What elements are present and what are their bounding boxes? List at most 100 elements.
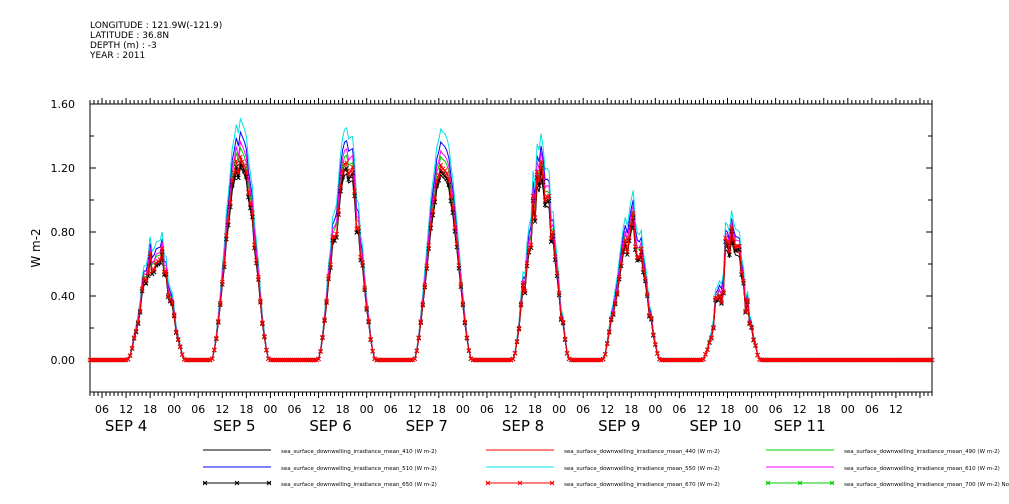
depth-label: DEPTH (m) : -3 (90, 41, 157, 51)
series-marker (564, 350, 570, 356)
series-marker (235, 175, 241, 181)
x-tick-label: 00 (360, 403, 374, 416)
series-marker (163, 269, 169, 274)
series-marker (624, 249, 630, 254)
legend-label: sea_surface_downwelling_irradiance_mean_… (844, 449, 1000, 455)
series-marker (434, 183, 440, 188)
x-tick-label: 12 (504, 403, 518, 416)
series-marker (628, 221, 634, 227)
x-tick-label: 00 (167, 403, 181, 416)
series-marker (450, 205, 456, 211)
series-marker (129, 345, 135, 351)
x-tick-label: 18 (143, 403, 157, 416)
x-tick-label: 00 (263, 403, 277, 416)
legend-label: sea_surface_downwelling_irradiance_mean_… (564, 466, 720, 472)
x-tick-label: 18 (624, 403, 638, 416)
x-tick-label: 12 (119, 403, 133, 416)
series-marker (652, 341, 658, 347)
series-marker (438, 162, 444, 168)
x-tick-label: 06 (480, 403, 494, 416)
legend-marker (797, 480, 803, 486)
x-tick-label: 06 (384, 403, 398, 416)
series-marker (536, 178, 542, 183)
series-marker (238, 154, 243, 160)
x-tick-label: 06 (95, 403, 109, 416)
x-tick-label: 00 (745, 403, 759, 416)
series-marker (316, 356, 321, 362)
metadata-block: LONGITUDE : 121.9W(-121.9) LATITUDE : 36… (90, 21, 222, 61)
series-marker (240, 159, 245, 164)
series-marker (616, 274, 622, 280)
series-marker (412, 356, 418, 362)
series-marker (179, 352, 185, 357)
date-label: SEP 5 (213, 417, 255, 435)
y-axis-label: W m-2 (29, 228, 43, 267)
series-marker (751, 337, 756, 342)
series-marker (233, 158, 239, 164)
series-marker (522, 288, 528, 294)
series-marker (550, 229, 556, 235)
series-marker (356, 225, 361, 230)
legend-label: sea_surface_downwelling_irradiance_mean_… (281, 482, 437, 488)
series-marker (258, 298, 263, 303)
series-marker (654, 350, 660, 356)
x-tick-label: 12 (600, 403, 614, 416)
series-marker (526, 246, 532, 252)
series-marker (217, 300, 223, 306)
series-marker (169, 299, 175, 305)
series-marker (460, 301, 466, 306)
series-marker (650, 332, 656, 338)
legend-marker (829, 480, 835, 486)
x-tick-label: 06 (672, 403, 686, 416)
date-label: SEP 10 (690, 417, 742, 435)
series-marker (642, 276, 648, 282)
legend-label: sea_surface_downwelling_irradiance_mean_… (564, 482, 720, 488)
series-line (90, 146, 932, 361)
series-marker (143, 278, 149, 284)
date-label: SEP 9 (598, 417, 640, 435)
series-marker (719, 299, 724, 305)
series-marker (929, 357, 935, 363)
series-marker (753, 342, 758, 348)
series-marker (137, 308, 143, 314)
series-marker (560, 319, 566, 325)
series-marker (711, 324, 716, 330)
series-marker (701, 356, 706, 362)
y-tick-label: 0.40 (51, 290, 76, 303)
series-marker (209, 356, 215, 362)
legend: sea_surface_downwelling_irradiance_mean_… (202, 449, 1009, 488)
series-marker (554, 271, 560, 276)
date-label: SEP 11 (774, 417, 826, 435)
legend-label: sea_surface_downwelling_irradiance_mean_… (281, 449, 437, 455)
series-marker (159, 245, 165, 251)
series-marker (446, 177, 452, 183)
series-marker (248, 201, 253, 206)
date-label: SEP 4 (105, 417, 147, 435)
series-marker (227, 199, 233, 205)
series-marker (548, 239, 554, 245)
series-marker (528, 242, 534, 248)
series-marker (454, 241, 460, 247)
series-marker (705, 347, 710, 352)
x-tick-label: 06 (576, 403, 590, 416)
series-marker (644, 291, 650, 297)
series-marker (600, 356, 606, 362)
series-marker (428, 222, 434, 227)
x-tick-label: 12 (312, 403, 326, 416)
series-marker (348, 168, 353, 174)
series-marker (725, 239, 730, 245)
series-marker (628, 225, 634, 230)
series-marker (608, 316, 614, 322)
series-marker (324, 298, 329, 304)
series-marker (235, 170, 241, 175)
series-marker (244, 174, 249, 180)
series-marker (332, 234, 337, 240)
x-tick-label: 12 (793, 403, 807, 416)
series-marker (630, 210, 636, 216)
x-tick-label: 00 (456, 403, 470, 416)
series-marker (211, 347, 217, 353)
series-marker (755, 352, 760, 358)
series-marker (727, 249, 732, 255)
series-marker (542, 197, 548, 203)
date-label: SEP 6 (309, 417, 351, 435)
